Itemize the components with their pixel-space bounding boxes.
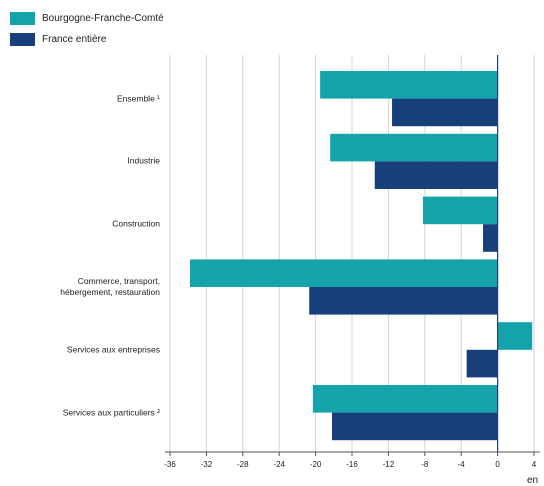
bar-bourgogne-franche-comte-industrie: [330, 133, 498, 162]
x-tick-label: -8: [421, 460, 429, 469]
bar-france-entiere-services-aux-entreprises: [466, 349, 498, 378]
bar-bourgogne-franche-comte-services-aux-entreprises: [497, 322, 533, 350]
x-tick-label: -36: [164, 460, 176, 469]
x-tick-label: -32: [201, 460, 213, 469]
bar-bourgogne-franche-comte-construction: [422, 196, 498, 225]
legend-item-france-entiere: France entière: [10, 29, 164, 50]
bar-france-entiere-ensemble: [392, 98, 498, 127]
x-tick-label: -16: [346, 460, 358, 469]
x-tick-label: -24: [273, 460, 285, 469]
x-tick-label: 4: [532, 460, 537, 469]
x-tick-label: 0: [495, 460, 500, 469]
x-tick-label: -28: [237, 460, 249, 469]
category-label: Industrie: [127, 155, 160, 166]
legend-swatch-bourgogne-franche-comte: [10, 12, 35, 25]
bar-bourgogne-franche-comte-commerce-transport-hebergement-restauration: [190, 259, 498, 287]
category-label: Construction: [112, 218, 160, 229]
bar-france-entiere-commerce-transport-hebergement-restauration: [309, 287, 498, 315]
category-label: Services aux particuliers ²: [62, 407, 160, 418]
legend-label: Bourgogne-Franche-Comté: [42, 13, 164, 24]
legend: Bourgogne-Franche-Comté France entière: [10, 8, 164, 50]
category-label: Commerce, transport, hébergement, restau…: [60, 276, 160, 297]
bar-france-entiere-industrie: [374, 161, 498, 189]
bar-france-entiere-construction: [483, 224, 498, 252]
legend-item-bourgogne-franche-comte: Bourgogne-Franche-Comté: [10, 8, 164, 29]
bar-bourgogne-franche-comte-ensemble: [320, 71, 498, 99]
category-label: Services aux entreprises: [66, 344, 160, 355]
legend-swatch-france-entiere: [10, 33, 35, 46]
legend-label: France entière: [42, 34, 107, 45]
x-tick-label: -12: [383, 460, 395, 469]
x-axis-unit-label: en: [527, 475, 538, 486]
category-label: Ensemble ¹: [117, 93, 160, 104]
bar-bourgogne-franche-comte-services-aux-particuliers: [312, 385, 498, 413]
x-tick-label: -20: [310, 460, 322, 469]
bar-france-entiere-services-aux-particuliers: [331, 412, 498, 441]
x-tick-label: -4: [458, 460, 466, 469]
